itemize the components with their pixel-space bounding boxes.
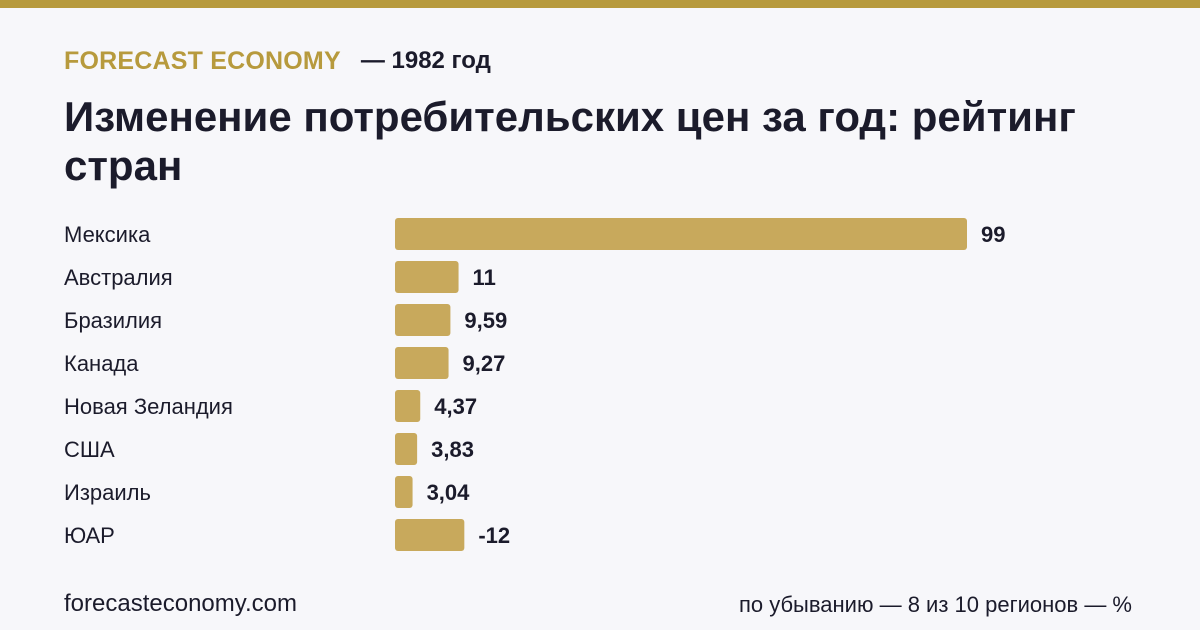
category-label: Израиль bbox=[64, 480, 151, 505]
value-label: 11 bbox=[473, 265, 496, 290]
source-link[interactable]: forecasteconomy.com bbox=[64, 590, 297, 617]
category-label: Мексика bbox=[64, 222, 151, 247]
category-label: США bbox=[64, 437, 115, 462]
value-label: 9,59 bbox=[464, 308, 507, 333]
value-label: -12 bbox=[478, 523, 510, 548]
category-label: ЮАР bbox=[64, 523, 115, 548]
year-label: — 1982 год bbox=[360, 47, 491, 74]
bar-chart-svg: Мексика 99 Австралия 11 Бразилия 9,59 Канада 9,… bbox=[64, 218, 1005, 551]
bar bbox=[395, 476, 413, 508]
value-label: 3,83 bbox=[431, 437, 474, 462]
bar bbox=[395, 519, 465, 551]
bar bbox=[395, 304, 451, 336]
bar bbox=[395, 433, 418, 465]
value-label: 99 bbox=[981, 222, 1005, 247]
value-label: 3,04 bbox=[427, 480, 471, 505]
category-label: Канада bbox=[64, 351, 139, 376]
category-label: Новая Зеландия bbox=[64, 394, 233, 419]
bar bbox=[395, 261, 459, 293]
brand-name: FORECAST ECONOMY bbox=[64, 46, 341, 75]
value-label: 9,27 bbox=[463, 351, 506, 376]
value-label: 4,37 bbox=[434, 394, 477, 419]
bar bbox=[395, 218, 967, 250]
category-label: Австралия bbox=[64, 265, 173, 290]
bar bbox=[395, 390, 421, 422]
header: FORECAST ECONOMY — 1982 год bbox=[64, 46, 491, 76]
bar bbox=[395, 347, 449, 379]
chart-note: по убыванию — 8 из 10 регионов — % bbox=[738, 592, 1132, 617]
category-label: Бразилия bbox=[64, 308, 162, 333]
top-accent-bar bbox=[0, 0, 1200, 8]
bar-chart: Мексика 99 Австралия 11 Бразилия 9,59 Канада 9,… bbox=[0, 210, 1200, 560]
chart-title: Изменение потребительских цен за год: ре… bbox=[64, 93, 1076, 189]
